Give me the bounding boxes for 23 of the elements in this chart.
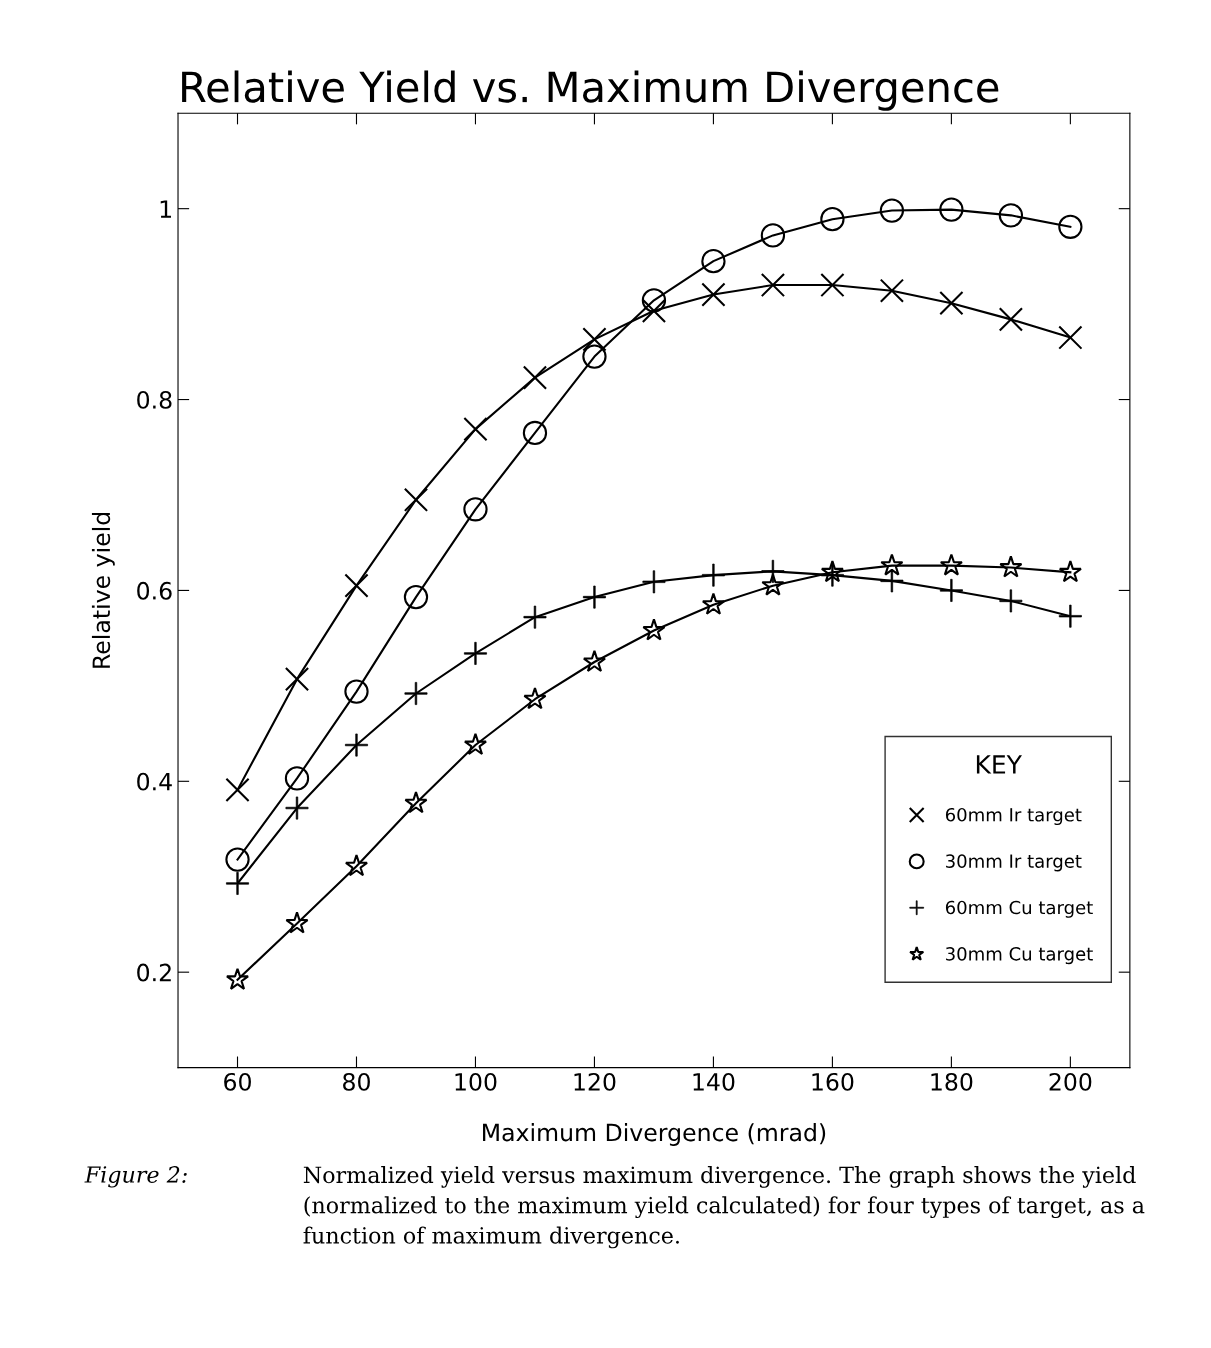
x-tick-label: 120 <box>574 1072 616 1091</box>
y-tick-label: 0.6 <box>137 581 172 600</box>
x-axis-title: Maximum Divergence (mrad) <box>483 1123 826 1146</box>
text: Normalized yield versus maximum divergence. The graph shows the yield (normalized to the maximum yield calculated) for four types of target, as a function of maximum divergence. <box>303 1166 1145 1249</box>
x-tick-label: 140 <box>693 1072 735 1091</box>
x-tick-label: 80 <box>343 1072 370 1091</box>
y-tick-label: 0.4 <box>137 772 172 791</box>
x-tick-label: 100 <box>455 1072 497 1091</box>
legend-label: 60mm Ir target <box>945 807 1082 826</box>
x-tick-label: 180 <box>931 1072 973 1091</box>
x-tick-label: 60 <box>224 1072 251 1091</box>
x-tick-label: 160 <box>812 1072 854 1091</box>
chart-title: Relative Yield vs. Maximum Divergence <box>182 70 999 111</box>
legend-label: 60mm Cu target <box>945 900 1093 918</box>
legend-title: KEY <box>976 755 1022 774</box>
y-tick-label: 1 <box>160 200 171 218</box>
x-tick-label: 200 <box>1049 1072 1092 1091</box>
legend-label: 30mm Cu target <box>946 947 1093 965</box>
y-tick-label: 0.8 <box>137 390 172 409</box>
caption: Figure 2: <box>84 1166 187 1188</box>
legend-label: 30mm Ir target <box>946 854 1082 872</box>
y-tick-label: 0.2 <box>137 963 171 982</box>
y-axis-title: Relative yield <box>91 512 115 668</box>
